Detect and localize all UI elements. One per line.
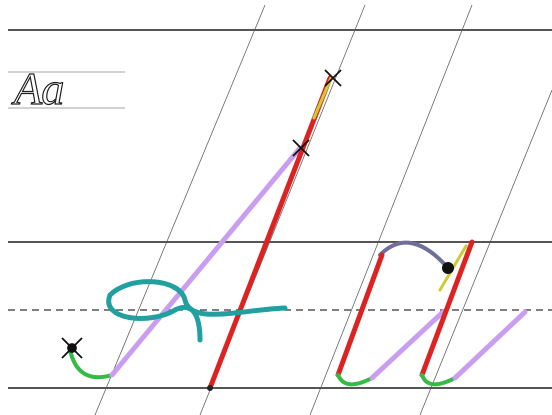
- slant-line: [94, 4, 266, 415]
- diagonal-stroke: [109, 145, 303, 378]
- start-stroke: [312, 76, 333, 120]
- point: [207, 385, 213, 391]
- right-stroke: [419, 239, 475, 378]
- sample-letters: Аа: [11, 63, 64, 114]
- point: [442, 262, 454, 274]
- main-stroke: [207, 75, 333, 391]
- hook-stroke: [420, 373, 457, 387]
- arc-stroke: [378, 240, 450, 270]
- point: [67, 343, 77, 353]
- ruling: [8, 29, 552, 389]
- left-stroke: [335, 252, 385, 378]
- hook-stroke: [336, 373, 374, 387]
- cross-marks: [61, 69, 342, 359]
- hook-stroke: [68, 348, 114, 380]
- slant-line: [419, 89, 552, 415]
- cross-mark: [292, 139, 310, 157]
- small-a-strokes: [335, 239, 528, 387]
- slant-line: [309, 4, 473, 415]
- exit-stroke: [452, 309, 528, 381]
- loop-stroke: [106, 279, 288, 343]
- capital-a-strokes: [68, 75, 333, 391]
- join-stroke: [369, 309, 446, 381]
- cross-mark: [324, 69, 342, 87]
